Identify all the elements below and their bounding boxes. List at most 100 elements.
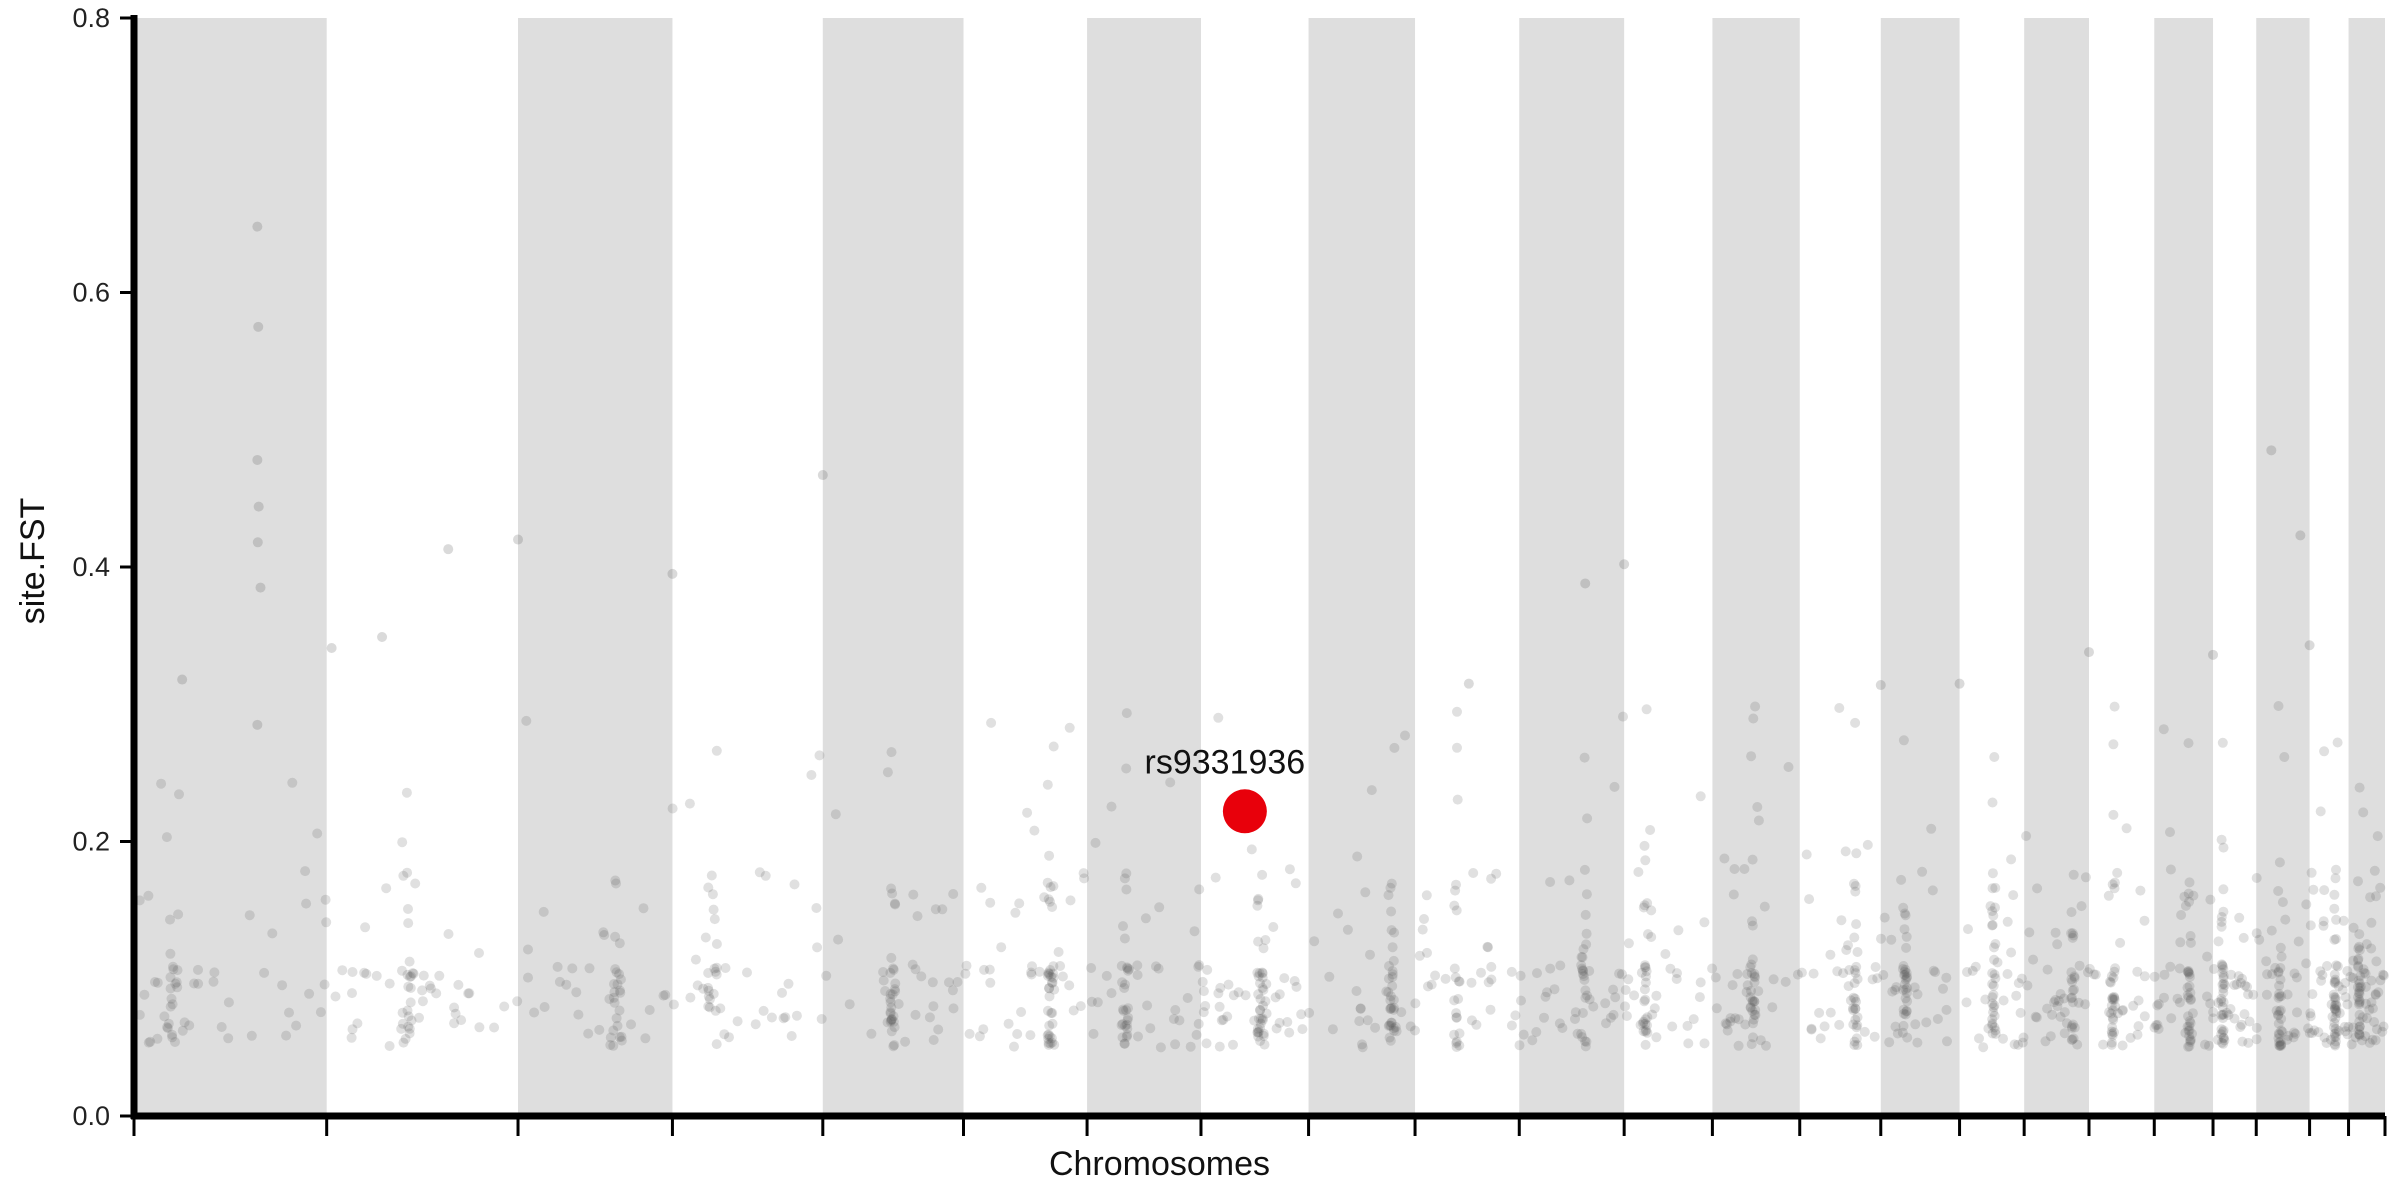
fst-point: [1580, 1036, 1590, 1047]
fst-point: [1121, 708, 1132, 719]
fst-point: [878, 967, 889, 977]
fst-point: [1987, 797, 1998, 808]
fst-point: [1852, 1012, 1863, 1023]
fst-point: [2032, 883, 2043, 894]
fst-point: [410, 878, 421, 889]
fst-point: [2330, 978, 2341, 989]
fst-point: [1727, 980, 1738, 991]
fst-point: [139, 989, 150, 1000]
fst-point: [1557, 1023, 1568, 1033]
fst-point: [2353, 975, 2364, 986]
fst-point: [403, 981, 414, 992]
fst-point: [1578, 971, 1589, 982]
fst-point: [1044, 983, 1055, 994]
fst-point: [2346, 1039, 2357, 1050]
fst-point: [1450, 972, 1461, 983]
fst-point: [698, 983, 709, 994]
fst-point: [2331, 914, 2342, 925]
fst-point: [1516, 995, 1526, 1006]
fst-point: [179, 1017, 190, 1028]
highlighted-snp-point[interactable]: [1222, 789, 1267, 834]
fst-point: [1527, 1035, 1538, 1046]
fst-point: [1506, 966, 1517, 977]
y-tick-label: 0.6: [72, 278, 110, 308]
fst-point: [1042, 970, 1053, 981]
fst-point: [1755, 1035, 1766, 1046]
fst-point: [1834, 1019, 1845, 1030]
fst-point: [1749, 1009, 1760, 1020]
fst-point: [1454, 1028, 1465, 1039]
fst-point: [424, 980, 435, 991]
fst-point: [1034, 966, 1045, 977]
fst-point: [882, 1017, 893, 1028]
chromosome-band: [1519, 18, 1625, 1116]
fst-point: [1390, 1022, 1401, 1032]
fst-point: [1618, 711, 1628, 722]
fst-point: [1987, 920, 1998, 930]
fst-point: [2216, 1010, 2227, 1021]
fst-point: [1451, 905, 1462, 916]
fst-point: [612, 1020, 623, 1031]
fst-point: [2340, 1026, 2351, 1037]
fst-point: [1189, 926, 1200, 937]
fst-point: [2218, 1025, 2229, 1036]
fst-point: [1123, 1012, 1134, 1023]
fst-point: [2329, 1039, 2340, 1050]
fst-point: [1106, 988, 1117, 999]
fst-point: [703, 991, 714, 1002]
fst-point: [667, 803, 678, 814]
fst-point: [1699, 1038, 1710, 1049]
fst-point: [2307, 989, 2318, 1000]
fst-point: [609, 979, 619, 989]
fst-point: [1725, 1013, 1736, 1024]
fst-point: [347, 1024, 358, 1035]
fst-point: [985, 897, 996, 908]
fst-point: [2185, 987, 2196, 998]
fst-point: [2309, 1025, 2320, 1036]
fst-point: [1044, 1031, 1055, 1042]
fst-point: [2329, 1031, 2340, 1042]
fst-point: [1046, 977, 1057, 988]
fst-point: [1987, 1014, 1998, 1025]
fst-point: [2332, 961, 2343, 972]
fst-point: [2108, 809, 2119, 820]
fst-point: [1749, 996, 1760, 1007]
fst-point: [529, 1007, 540, 1018]
fst-point: [1165, 777, 1176, 788]
fst-point: [2016, 973, 2027, 984]
fst-point: [400, 1033, 411, 1044]
fst-point: [2274, 1029, 2285, 1040]
fst-point: [1843, 981, 1854, 992]
fst-point: [1049, 1039, 1060, 1050]
fst-point: [2251, 873, 2262, 883]
fst-point: [2139, 1011, 2150, 1022]
fst-point: [2061, 1018, 2072, 1029]
fst-point: [417, 996, 428, 1007]
fst-point: [2110, 1001, 2121, 1012]
fst-point: [889, 1022, 900, 1033]
fst-point: [2378, 1021, 2389, 1032]
fst-point: [2172, 993, 2183, 1004]
fst-point: [766, 1012, 777, 1023]
fst-point: [685, 992, 696, 1003]
fst-point: [928, 1035, 939, 1045]
fst-point: [1621, 1011, 1632, 1021]
fst-point: [1840, 846, 1851, 857]
fst-point: [1383, 987, 1394, 998]
fst-point: [2353, 955, 2363, 966]
fst-point: [1215, 982, 1226, 993]
fst-point: [2330, 976, 2341, 987]
fst-point: [2066, 907, 2077, 918]
fst-point: [2213, 997, 2224, 1008]
fst-point: [2235, 977, 2246, 988]
fst-point: [2218, 987, 2229, 998]
fst-point: [2106, 1000, 2117, 1011]
fst-point: [2059, 1007, 2070, 1018]
fst-point: [1660, 949, 1671, 959]
fst-point: [2216, 834, 2227, 845]
fst-point: [2050, 995, 2061, 1005]
fst-point: [707, 889, 718, 900]
fst-point: [2184, 896, 2195, 907]
fst-point: [2226, 969, 2236, 980]
fst-point: [1049, 984, 1060, 995]
